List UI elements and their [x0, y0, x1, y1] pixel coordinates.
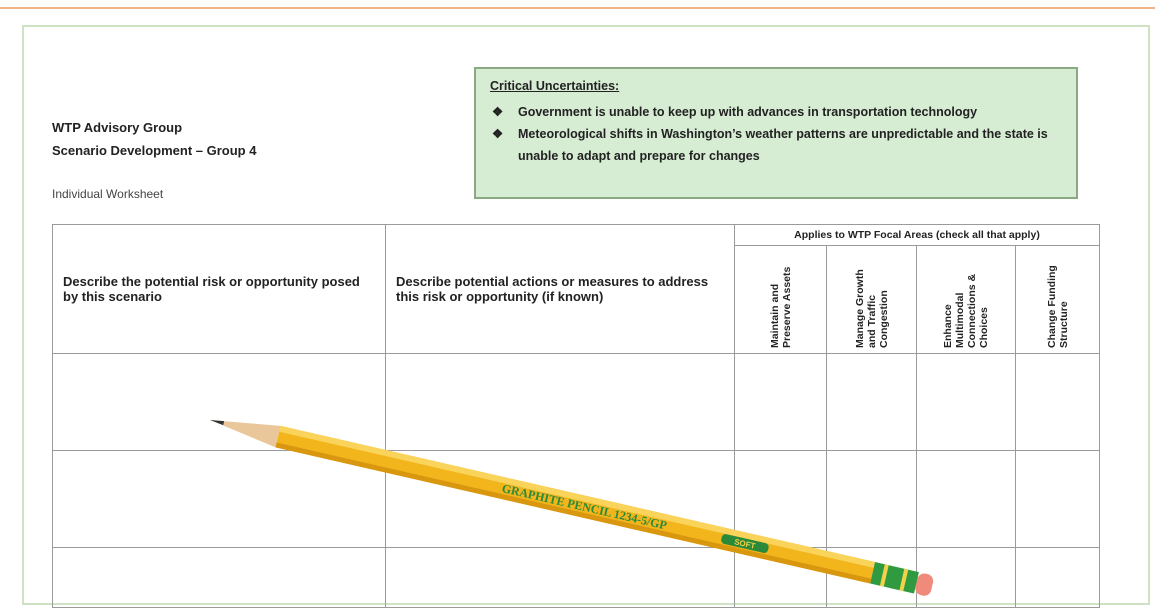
box-title: Critical Uncertainties: [490, 79, 620, 93]
cell [1015, 450, 1100, 548]
cell [385, 353, 735, 451]
column-header: Describe the potential risk or opportuni… [52, 224, 386, 354]
pencil-band [899, 568, 909, 592]
pencil-band [879, 564, 889, 587]
uncertainty: Meteorological shifts in Washington’s we… [492, 123, 1048, 167]
cell [52, 450, 386, 548]
pencil: GRAPHITE PENCIL 1234-5/GP SOFT [210, 420, 934, 596]
note: Individual Worksheet [52, 187, 164, 201]
title: WTP Advisory Group [52, 120, 183, 135]
cell [826, 450, 917, 548]
subtitle: Scenario Development – Group 4 [52, 143, 257, 158]
pencil-eraser [915, 573, 934, 596]
column-header: Describe potential actions or measures t… [385, 224, 735, 354]
focal-cell: Manage Growth and Traffic Congestion [826, 245, 917, 354]
cell [916, 353, 1016, 451]
pencil-shadow [275, 442, 872, 584]
pencil-highlight [279, 425, 876, 568]
cell [52, 353, 386, 451]
pencil-brand: GRAPHITE PENCIL 1234-5/GP [501, 481, 669, 532]
cell [916, 450, 1016, 548]
pencil-wood [210, 420, 281, 448]
cell [1015, 353, 1100, 451]
uncertainty-list: Government is unable to keep up with adv… [490, 101, 1062, 167]
group-header: Applies to WTP Focal Areas (check all th… [734, 224, 1100, 246]
pencil-grade-badge [721, 534, 769, 553]
uncertainty: Government is unable to keep up with adv… [492, 101, 1062, 123]
pencil-ferrule [870, 562, 919, 594]
cell [734, 450, 827, 548]
pencil-lead [210, 420, 225, 426]
cell [826, 353, 917, 451]
top-rule [0, 7, 1155, 9]
uncertainties-box: Critical Uncertainties: Government is un… [474, 67, 1078, 199]
